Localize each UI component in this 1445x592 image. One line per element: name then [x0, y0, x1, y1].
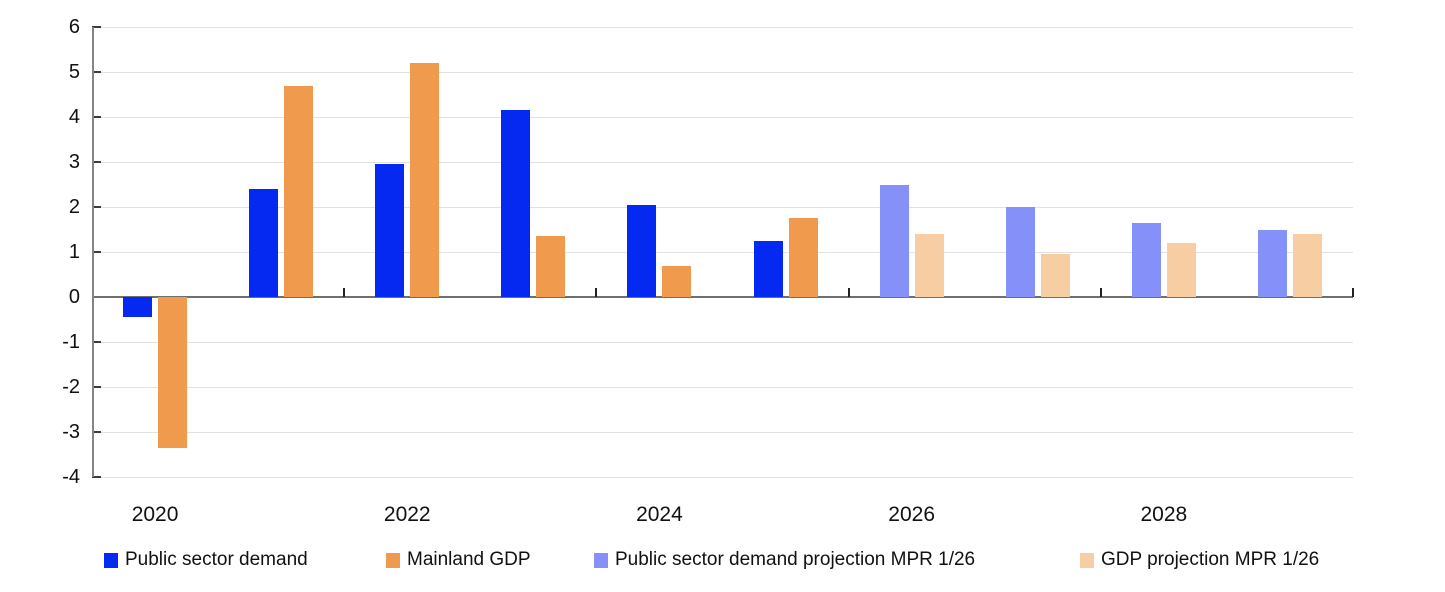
legend-swatch-psd-projection	[594, 552, 608, 568]
y-axis-label-2: 2	[68, 196, 80, 218]
y-axis-label-3: 3	[68, 151, 80, 173]
y-axis-label-5: 5	[68, 61, 80, 83]
legend-swatch-public-sector-demand	[104, 552, 118, 568]
y-axis-label-0: 0	[68, 286, 80, 308]
y-axis-tick-1	[92, 251, 101, 253]
bar-2020-demand	[123, 297, 153, 318]
bar-2024-demand	[627, 204, 657, 297]
gridline-5	[92, 72, 1353, 73]
bar-2023-demand	[501, 110, 531, 297]
x-axis-tick-5	[1352, 288, 1354, 297]
bar-2022-gdp	[410, 63, 440, 297]
y-axis-tick--2	[92, 386, 101, 388]
bar-2027-gdp	[1040, 254, 1070, 297]
y-axis-label-4: 4	[68, 106, 80, 128]
legend-swatch-mainland-gdp	[386, 552, 400, 568]
x-axis-label-2022: 2022	[383, 503, 431, 526]
x-axis-zero-line	[92, 296, 1353, 298]
y-axis-tick-4	[92, 116, 101, 118]
bar-2023-gdp	[536, 236, 566, 297]
x-axis-tick-2	[595, 288, 598, 297]
y-axis-tick--1	[92, 341, 101, 343]
bar-2021-gdp	[284, 85, 314, 297]
bar-2025-demand	[753, 240, 783, 297]
bar-2028-gdp	[1166, 243, 1196, 297]
x-axis-label-2028: 2028	[1140, 503, 1188, 526]
bar-2021-demand	[249, 189, 279, 297]
legend-item-gdp-projection: GDP projection MPR 1/26	[1080, 549, 1319, 571]
legend-swatch-gdp-projection	[1080, 552, 1094, 568]
legend-item-psd-projection: Public sector demand projection MPR 1/26	[594, 549, 975, 571]
y-axis-label-6: 6	[68, 16, 80, 38]
bar-2029-gdp	[1292, 234, 1322, 297]
legend-label-public-sector-demand: Public sector demand	[125, 549, 308, 570]
bar-2025-gdp	[788, 218, 818, 297]
y-axis-tick-3	[92, 161, 101, 163]
legend-item-public-sector-demand: Public sector demand	[104, 549, 308, 571]
gridline-2	[92, 207, 1353, 208]
x-axis-label-2024: 2024	[636, 503, 683, 526]
bar-2026-gdp	[914, 234, 944, 297]
gridline--3	[92, 432, 1353, 433]
x-axis-label-2026: 2026	[888, 503, 935, 526]
y-axis-label-1: 1	[68, 241, 80, 263]
legend: Public sector demand Mainland GDP Public…	[0, 549, 1445, 579]
bar-2024-gdp	[662, 265, 692, 297]
bar-2022-demand	[375, 164, 405, 297]
y-axis-spine	[92, 27, 94, 477]
bar-2029-demand	[1257, 229, 1287, 297]
y-axis-label--3: -3	[62, 421, 80, 443]
gridline-3	[92, 162, 1353, 163]
y-axis-label--4: -4	[62, 466, 80, 488]
y-axis-tick--4	[92, 476, 101, 478]
x-axis-tick-3	[847, 288, 850, 297]
gridline--2	[92, 387, 1353, 388]
y-axis-tick-6	[92, 26, 101, 28]
bar-2026-demand	[879, 184, 909, 297]
legend-label-mainland-gdp: Mainland GDP	[407, 549, 531, 570]
gridline--4	[92, 477, 1353, 478]
gridline--1	[92, 342, 1353, 343]
bar-2027-demand	[1005, 207, 1035, 297]
y-axis-tick--3	[92, 431, 101, 433]
x-axis-tick-4	[1099, 288, 1102, 297]
gridline-4	[92, 117, 1353, 118]
y-axis-tick-5	[92, 71, 101, 73]
gridline-6	[92, 27, 1353, 28]
y-axis-label--2: -2	[62, 376, 80, 398]
legend-item-mainland-gdp: Mainland GDP	[386, 549, 531, 571]
gridline-1	[92, 252, 1353, 253]
legend-label-gdp-projection: GDP projection MPR 1/26	[1101, 549, 1320, 570]
y-axis-label--1: -1	[62, 331, 80, 353]
x-axis-tick-1	[343, 288, 346, 297]
y-axis-tick-2	[92, 206, 101, 208]
bar-2020-gdp	[158, 297, 188, 448]
x-axis-label-2020: 2020	[131, 503, 179, 526]
legend-label-psd-projection: Public sector demand projection MPR 1/26	[615, 549, 976, 570]
bar-2028-demand	[1131, 222, 1161, 297]
